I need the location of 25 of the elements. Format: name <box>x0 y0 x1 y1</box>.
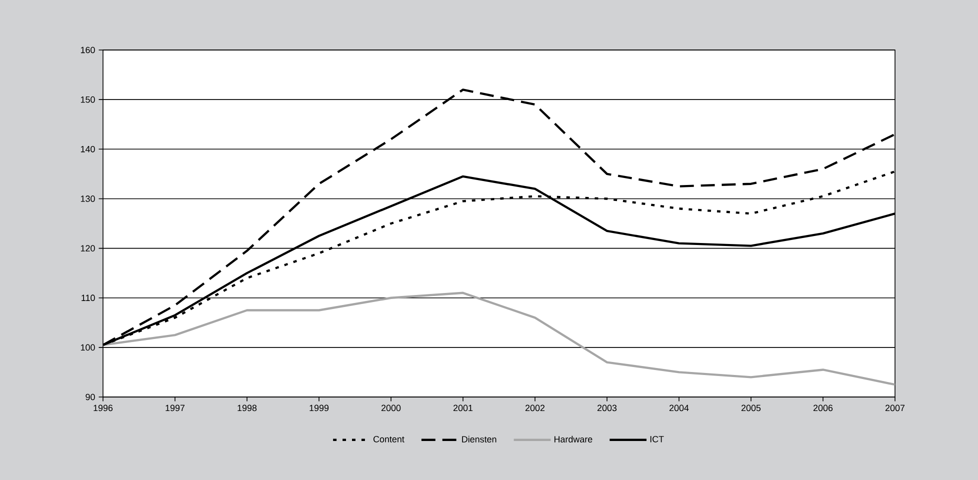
x-tick-label: 2001 <box>453 404 473 412</box>
x-tick-label: 2005 <box>741 404 761 412</box>
y-tick-label: 100 <box>80 344 95 351</box>
x-tick-label: 2007 <box>885 404 905 412</box>
y-tick-label: 140 <box>80 146 95 152</box>
y-tick-label: 130 <box>80 196 95 202</box>
x-tick-label: 2002 <box>525 404 545 412</box>
y-tick-label: 120 <box>80 245 95 252</box>
legend-label: Diensten <box>462 436 496 442</box>
x-tick-label: 1999 <box>310 404 329 412</box>
x-tick-label: 2006 <box>813 404 833 412</box>
x-tick-label: 2003 <box>597 404 617 412</box>
x-tick-label: 1998 <box>238 404 257 412</box>
x-tick-label: 1996 <box>94 404 113 412</box>
legend-label: ICT <box>650 436 664 442</box>
y-tick-label: 150 <box>80 96 95 103</box>
y-tick-label: 90 <box>86 394 95 400</box>
x-tick-label: 2004 <box>669 404 689 412</box>
legend-label: Hardware <box>554 436 592 442</box>
y-tick-label: 110 <box>82 294 95 302</box>
x-tick-label: 2000 <box>381 404 401 412</box>
legend-label: Content <box>373 436 404 442</box>
y-tick-label: 160 <box>80 46 95 54</box>
line-series <box>103 292 896 386</box>
x-tick-label: 1997 <box>166 404 185 412</box>
